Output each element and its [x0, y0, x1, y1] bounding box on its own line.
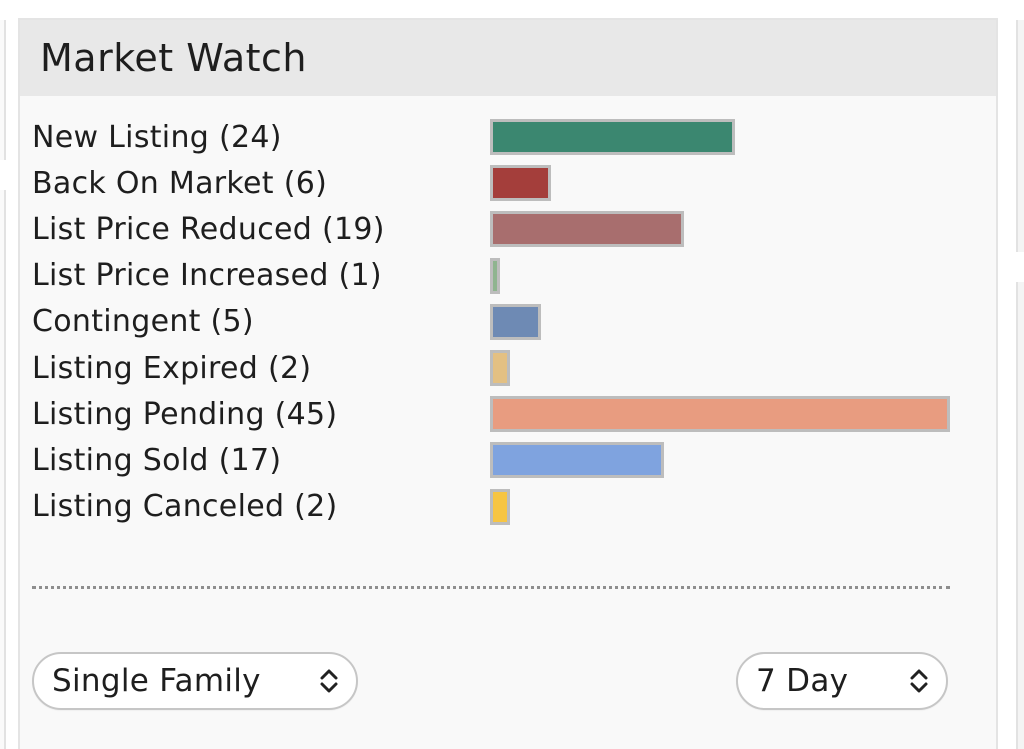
bar-track — [490, 303, 950, 340]
bar-label: List Price Increased (1) — [32, 258, 382, 294]
adjacent-panel-edge — [1016, 282, 1024, 749]
bar — [490, 211, 684, 248]
bar-track — [490, 488, 950, 525]
bar-label: List Price Reduced (19) — [32, 211, 385, 247]
bar-label: Listing Sold (17) — [32, 442, 282, 478]
bar-track — [490, 442, 950, 479]
chart-row: New Listing (24) — [32, 114, 950, 160]
chart-row: Listing Canceled (2) — [32, 484, 950, 530]
adjacent-panel-edge — [0, 20, 6, 160]
bar-label: Listing Canceled (2) — [32, 489, 338, 525]
chart-row: List Price Reduced (19) — [32, 206, 950, 252]
market-watch-chart: New Listing (24) Back On Market (6) List P… — [32, 114, 950, 530]
bar-track — [490, 350, 950, 387]
chart-row: Back On Market (6) — [32, 160, 950, 206]
property-type-select[interactable]: Single Family — [32, 652, 358, 710]
chart-row: Listing Pending (45) — [32, 391, 950, 437]
bar-track — [490, 119, 950, 156]
bar-track — [490, 396, 950, 433]
bar — [490, 165, 551, 202]
bar-track — [490, 165, 950, 202]
bar-label: Contingent (5) — [32, 304, 254, 340]
dotted-divider — [32, 586, 950, 589]
chart-row: Contingent (5) — [32, 299, 950, 345]
bar — [490, 442, 664, 479]
bar-label: Listing Expired (2) — [32, 350, 312, 386]
bar — [490, 488, 510, 525]
widget-title: Market Watch — [40, 36, 308, 80]
period-value: 7 Day — [756, 663, 849, 699]
chart-row: List Price Increased (1) — [32, 253, 950, 299]
chart-row: Listing Expired (2) — [32, 345, 950, 391]
bar — [490, 350, 510, 387]
bar-label: Back On Market (6) — [32, 165, 328, 201]
chart-row: Listing Sold (17) — [32, 437, 950, 483]
bar-label: Listing Pending (45) — [32, 396, 338, 432]
updown-chevron-icon — [318, 666, 340, 696]
updown-chevron-icon — [908, 666, 930, 696]
period-select[interactable]: 7 Day — [736, 652, 948, 710]
bar-track — [490, 257, 950, 294]
bar — [490, 257, 500, 294]
adjacent-panel-edge — [0, 190, 6, 749]
bar — [490, 303, 541, 340]
bar-label: New Listing (24) — [32, 119, 282, 155]
adjacent-panel-edge — [1016, 20, 1024, 252]
property-type-value: Single Family — [52, 663, 261, 699]
bar — [490, 119, 735, 156]
widget-header: Market Watch — [20, 20, 996, 96]
bar-track — [490, 211, 950, 248]
bar — [490, 396, 950, 433]
